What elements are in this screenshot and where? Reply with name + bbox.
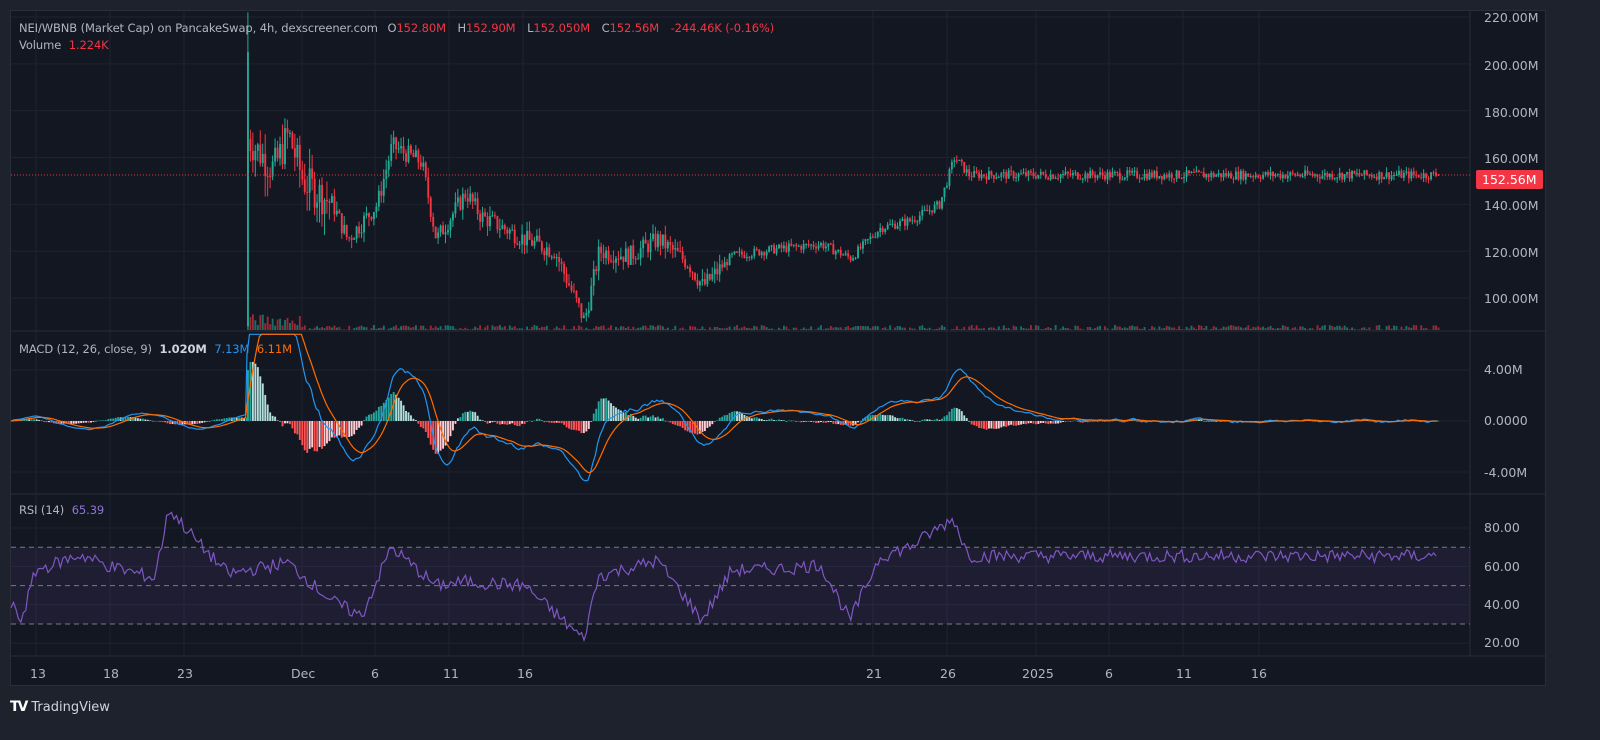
macd-label: MACD (12, 26, close, 9) [19, 342, 152, 356]
low-value: 152.050M [533, 21, 591, 35]
close-value: 152.56M [609, 21, 660, 35]
change-value: -244.46K (-0.16%) [670, 21, 775, 35]
volume-legend: Volume 1.224K [19, 38, 113, 52]
time-tick: 6 [1105, 666, 1113, 681]
macd-tick: 0.0000 [1484, 413, 1528, 428]
price-tick: 200.00M [1484, 58, 1539, 73]
time-tick: 21 [866, 666, 882, 681]
symbol-legend: NEI/WBNB (Market Cap) on PancakeSwap, 4h… [19, 21, 778, 35]
low-label: L [527, 21, 534, 35]
price-tick: 100.00M [1484, 291, 1539, 306]
current-price-tag: 152.56M [1476, 170, 1543, 189]
tradingview-logo-text: TradingView [31, 699, 110, 715]
time-tick: 13 [30, 666, 46, 681]
rsi-tick: 60.00 [1484, 559, 1520, 574]
time-tick: 26 [940, 666, 956, 681]
high-label: H [457, 21, 467, 35]
open-label: O [387, 21, 397, 35]
close-label: C [601, 21, 610, 35]
macd-tick: 4.00M [1484, 362, 1523, 377]
macd-line-value: 7.13M [214, 342, 250, 356]
rsi-value: 65.39 [71, 503, 105, 517]
rsi-label: RSI (14) [19, 503, 65, 517]
time-tick: Dec [291, 666, 316, 681]
time-tick: 11 [443, 666, 459, 681]
time-tick: 2025 [1022, 666, 1054, 681]
time-tick: 23 [177, 666, 193, 681]
time-tick: 16 [1251, 666, 1267, 681]
symbol-title: NEI/WBNB (Market Cap) on PancakeSwap, 4h… [19, 21, 378, 35]
chart-frame[interactable] [10, 10, 1546, 686]
macd-legend: MACD (12, 26, close, 9) 1.020M 7.13M 6.1… [19, 342, 296, 356]
time-tick: 11 [1176, 666, 1192, 681]
time-tick: 6 [371, 666, 379, 681]
macd-signal-value: 6.11M [256, 342, 292, 356]
time-tick: 16 [517, 666, 533, 681]
high-value: 152.90M [466, 21, 516, 35]
volume-label: Volume [19, 38, 62, 52]
macd-histogram-value: 1.020M [159, 342, 207, 356]
rsi-legend: RSI (14) 65.39 [19, 503, 108, 517]
time-tick: 18 [103, 666, 119, 681]
macd-tick: -4.00M [1484, 465, 1528, 480]
price-tick: 140.00M [1484, 198, 1539, 213]
rsi-tick: 20.00 [1484, 635, 1520, 650]
price-tick: 220.00M [1484, 10, 1539, 25]
volume-value: 1.224K [68, 38, 109, 52]
tradingview-mark-icon: TV [10, 699, 28, 715]
price-tick: 180.00M [1484, 105, 1539, 120]
open-value: 152.80M [396, 21, 446, 35]
rsi-tick: 80.00 [1484, 520, 1520, 535]
tradingview-logo[interactable]: TV TradingView [10, 699, 110, 715]
rsi-tick: 40.00 [1484, 597, 1520, 612]
price-tick: 160.00M [1484, 151, 1539, 166]
price-tick: 120.00M [1484, 245, 1539, 260]
